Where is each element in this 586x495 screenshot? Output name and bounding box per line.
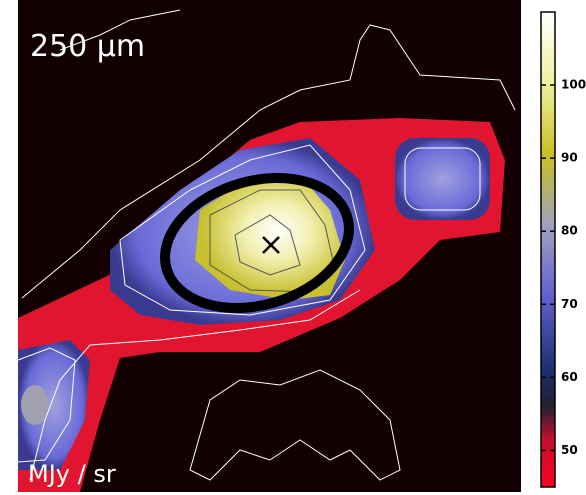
tick-label: 60 xyxy=(561,370,578,384)
unit-label: MJy / sr xyxy=(28,460,116,488)
tick-label: 80 xyxy=(561,224,578,238)
colorbar xyxy=(540,11,556,488)
tick-label: 90 xyxy=(561,151,578,165)
map-image xyxy=(17,0,521,492)
tick-label: 70 xyxy=(561,297,578,311)
band-label: 250 μm xyxy=(30,29,145,64)
tick-label: 100 xyxy=(561,78,586,92)
tick-label: 50 xyxy=(561,443,578,457)
